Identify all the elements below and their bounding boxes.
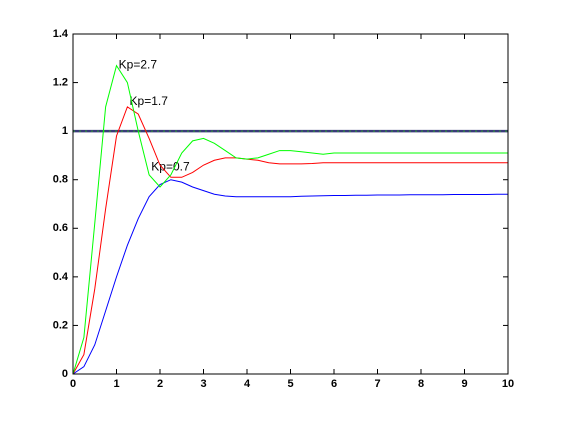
series-label: Kp=2.7	[119, 58, 158, 72]
x-tick-label: 1	[113, 378, 119, 390]
y-tick-label: 0.8	[53, 174, 68, 186]
x-tick-label: 0	[70, 378, 76, 390]
y-tick-label: 0.4	[53, 271, 69, 283]
y-tick-label: 0.6	[53, 222, 68, 234]
y-tick-label: 0.2	[53, 319, 68, 331]
x-tick-label: 10	[502, 378, 514, 390]
y-tick-label: 1.2	[53, 76, 68, 88]
series-label: Kp=1.7	[130, 94, 169, 108]
x-tick-label: 2	[157, 378, 163, 390]
series-line	[72, 64, 508, 375]
x-tick-label: 5	[287, 378, 293, 390]
x-tick-label: 7	[374, 378, 380, 390]
plot-area	[73, 34, 508, 374]
x-tick-label: 8	[418, 378, 424, 390]
x-tick-label: 3	[200, 378, 206, 390]
x-tick-label: 6	[331, 378, 337, 390]
series-label: Kp=0.7	[151, 160, 190, 174]
series-line	[72, 179, 508, 375]
axes-box	[72, 33, 509, 375]
y-tick-label: 1	[62, 125, 68, 137]
x-tick-label: 4	[244, 378, 251, 390]
y-tick-label: 1.4	[53, 28, 69, 40]
series-line	[72, 106, 508, 375]
y-tick-label: 0	[62, 368, 68, 380]
x-tick-label: 9	[461, 378, 467, 390]
